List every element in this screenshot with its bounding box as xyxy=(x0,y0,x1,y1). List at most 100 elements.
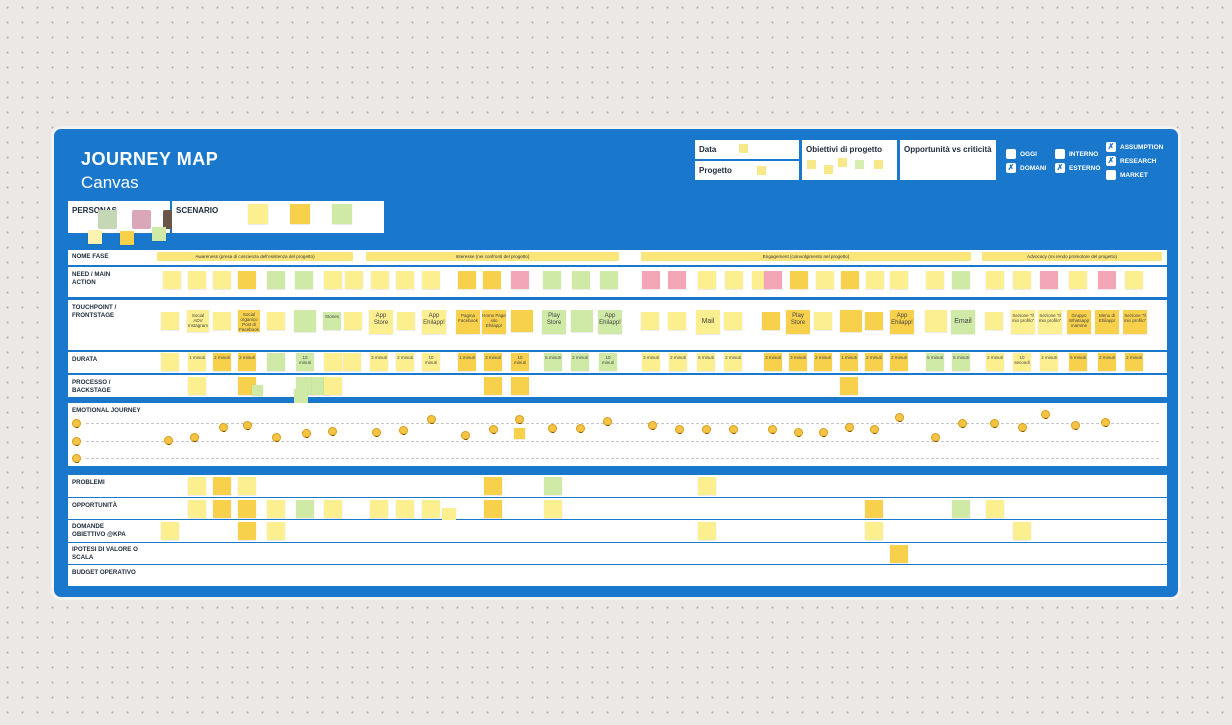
touchpoint-note[interactable]: App Store xyxy=(369,310,393,334)
duration-note[interactable]: 10 minuti xyxy=(599,353,617,371)
duration-note[interactable]: 3 minuti xyxy=(484,353,502,371)
checkbox-market[interactable]: MARKET xyxy=(1106,170,1148,180)
sticky-note[interactable] xyxy=(484,377,502,395)
duration-note[interactable]: 2 minuti xyxy=(814,353,832,371)
sticky-note[interactable] xyxy=(422,271,440,289)
sticky-note[interactable] xyxy=(267,271,285,289)
duration-note[interactable]: 2 minuti xyxy=(396,353,414,371)
checkbox-box[interactable] xyxy=(1055,149,1065,159)
sticky-note[interactable] xyxy=(926,271,944,289)
sticky-note[interactable] xyxy=(757,166,766,175)
sticky-note[interactable] xyxy=(544,500,562,518)
sticky-note[interactable] xyxy=(816,271,834,289)
duration-note[interactable]: 3 minuti xyxy=(370,353,388,371)
duration-note[interactable]: 2 minuti xyxy=(1040,353,1058,371)
sticky-note[interactable] xyxy=(161,312,179,330)
sticky-note[interactable] xyxy=(698,522,716,540)
sticky-note[interactable] xyxy=(152,227,166,241)
sticky-note[interactable] xyxy=(295,271,313,289)
duration-note[interactable]: 2 minuti xyxy=(1098,353,1116,371)
sticky-note[interactable] xyxy=(814,312,832,330)
checkbox-oggi[interactable]: OGGI xyxy=(1006,149,1037,159)
touchpoint-note[interactable]: Home Page sito Ehilapp! xyxy=(482,310,506,334)
sticky-note[interactable] xyxy=(841,271,859,289)
checkbox-research[interactable]: ✗ RESEARCH xyxy=(1106,156,1156,166)
sticky-note[interactable] xyxy=(571,310,593,332)
duration-note[interactable]: 1 minuti xyxy=(458,353,476,371)
sticky-note[interactable] xyxy=(484,477,502,495)
sticky-note[interactable] xyxy=(762,312,780,330)
touchpoint-note[interactable]: Sezione "Il mio profilo" xyxy=(1123,310,1147,334)
sticky-note[interactable] xyxy=(267,312,285,330)
sticky-note[interactable] xyxy=(332,204,352,224)
sticky-note[interactable] xyxy=(790,271,808,289)
duration-note[interactable]: 2 minuti xyxy=(571,353,589,371)
sticky-note[interactable] xyxy=(511,377,529,395)
sticky-note[interactable] xyxy=(161,522,179,540)
sticky-note[interactable] xyxy=(874,160,883,169)
sticky-note[interactable] xyxy=(188,500,206,518)
sticky-note[interactable] xyxy=(572,271,590,289)
sticky-note[interactable] xyxy=(267,500,285,518)
sticky-note[interactable] xyxy=(543,271,561,289)
sticky-note[interactable] xyxy=(698,477,716,495)
avatar[interactable] xyxy=(98,210,117,229)
duration-note[interactable]: 10 minuti xyxy=(296,353,314,371)
touchpoint-note[interactable]: App Ehilapp! xyxy=(598,310,622,334)
sticky-note[interactable] xyxy=(238,377,256,395)
sticky-note[interactable] xyxy=(290,204,310,224)
sticky-note[interactable] xyxy=(1040,271,1058,289)
personas-box[interactable]: PERSONAS xyxy=(68,201,182,233)
touchpoint-note[interactable]: Sezione "Il mio profilo" xyxy=(1038,310,1062,334)
sticky-note[interactable] xyxy=(343,353,361,371)
duration-note[interactable]: 5 minuti xyxy=(926,353,944,371)
duration-note[interactable]: 5 minuti xyxy=(1069,353,1087,371)
sticky-note[interactable] xyxy=(324,271,342,289)
sticky-note[interactable] xyxy=(890,271,908,289)
sticky-note[interactable] xyxy=(865,312,883,330)
touchpoint-note[interactable]: App Ehilapp! xyxy=(890,310,914,334)
touchpoint-note[interactable]: Pagina Facebook xyxy=(456,310,480,334)
duration-note[interactable]: 2 minuti xyxy=(238,353,256,371)
sticky-note[interactable] xyxy=(161,353,179,371)
touchpoint-note[interactable]: App Ehilapp! xyxy=(422,310,446,334)
duration-note[interactable]: 2 minuti xyxy=(213,353,231,371)
checkbox-domani[interactable]: ✗ DOMANI xyxy=(1006,163,1046,173)
sticky-note[interactable] xyxy=(952,500,970,518)
sticky-note[interactable] xyxy=(1098,271,1116,289)
sticky-note[interactable] xyxy=(458,271,476,289)
checkbox-esterno[interactable]: ✗ ESTERNO xyxy=(1055,163,1100,173)
duration-note[interactable]: 10 secondi xyxy=(1013,353,1031,371)
sticky-note[interactable] xyxy=(890,545,908,563)
sticky-note[interactable] xyxy=(668,312,686,330)
sticky-note[interactable] xyxy=(641,312,659,330)
sticky-note[interactable] xyxy=(668,271,686,289)
sticky-note[interactable] xyxy=(925,310,947,332)
touchpoint-note[interactable]: Mail xyxy=(696,310,720,334)
sticky-note[interactable] xyxy=(725,271,743,289)
sticky-note[interactable] xyxy=(986,271,1004,289)
sticky-note[interactable] xyxy=(952,271,970,289)
sticky-note[interactable] xyxy=(370,500,388,518)
phase-advocacy[interactable]: Advocacy (mi rendo promotore del progett… xyxy=(982,252,1162,261)
sticky-note[interactable] xyxy=(324,500,342,518)
checkbox-box[interactable]: ✗ xyxy=(1055,163,1065,173)
touchpoint-note[interactable]: Play Store xyxy=(542,310,566,334)
sticky-note[interactable] xyxy=(267,353,285,371)
sticky-note[interactable] xyxy=(345,271,363,289)
sticky-note[interactable] xyxy=(238,500,256,518)
sticky-note[interactable] xyxy=(484,500,502,518)
sticky-note[interactable] xyxy=(188,377,206,395)
opportunita-box[interactable]: Opportunità vs criticità xyxy=(900,140,996,180)
checkbox-box[interactable]: ✗ xyxy=(1106,156,1116,166)
sticky-note[interactable] xyxy=(865,522,883,540)
duration-note[interactable]: 5 minuti xyxy=(697,353,715,371)
checkbox-interno[interactable]: INTERNO xyxy=(1055,149,1098,159)
progetto-box[interactable]: Progetto xyxy=(695,161,799,180)
phase-awareness[interactable]: Awareness (presa di coscienza dell'esist… xyxy=(157,252,353,261)
sticky-note[interactable] xyxy=(294,310,316,332)
sticky-note[interactable] xyxy=(514,428,525,439)
sticky-note[interactable] xyxy=(511,271,529,289)
avatar[interactable] xyxy=(132,210,151,229)
duration-note[interactable]: 1 minuti xyxy=(840,353,858,371)
